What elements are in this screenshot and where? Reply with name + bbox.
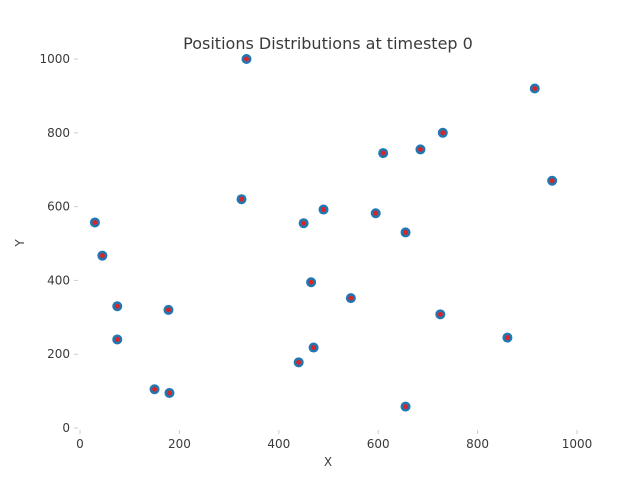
data-point-center (152, 386, 158, 392)
data-point-center (437, 311, 443, 317)
y-tick-label: 400 (47, 273, 70, 287)
y-tick-label: 600 (47, 200, 70, 214)
data-point-center (99, 253, 105, 259)
data-point-center (403, 404, 409, 410)
data-point-center (417, 146, 423, 152)
data-point-center (296, 359, 302, 365)
data-point-center (380, 150, 386, 156)
x-tick-label: 800 (466, 437, 489, 451)
y-tick-label: 1000 (39, 52, 70, 66)
data-point-center (308, 279, 314, 285)
x-tick-label: 1000 (562, 437, 593, 451)
data-point-center (321, 207, 327, 213)
y-tick-label: 200 (47, 347, 70, 361)
data-points (89, 54, 558, 412)
data-point-center (301, 220, 307, 226)
data-point-center (92, 219, 98, 225)
data-point-center (114, 336, 120, 342)
data-point-center (348, 295, 354, 301)
y-tick-label: 0 (62, 421, 70, 435)
data-point-center (504, 335, 510, 341)
data-point-center (239, 196, 245, 202)
data-point-center (549, 178, 555, 184)
data-point-center (403, 229, 409, 235)
data-point-center (440, 130, 446, 136)
x-tick-label: 400 (267, 437, 290, 451)
data-point-center (166, 390, 172, 396)
data-point-center (373, 210, 379, 216)
data-point-center (165, 307, 171, 313)
data-point-center (532, 86, 538, 92)
y-tick-label: 800 (47, 126, 70, 140)
x-tick-label: 200 (168, 437, 191, 451)
y-axis-ticks: 0 200 400 600 800 1000 (39, 52, 78, 435)
x-axis-ticks: 0 200 400 600 800 1000 (76, 430, 592, 451)
data-point-center (243, 56, 249, 62)
y-axis-label: Y (13, 239, 27, 248)
data-point-center (311, 345, 317, 351)
x-tick-label: 600 (367, 437, 390, 451)
x-axis-label: X (324, 455, 332, 469)
data-point-center (114, 303, 120, 309)
chart-title: Positions Distributions at timestep 0 (183, 34, 473, 53)
x-tick-label: 0 (76, 437, 84, 451)
